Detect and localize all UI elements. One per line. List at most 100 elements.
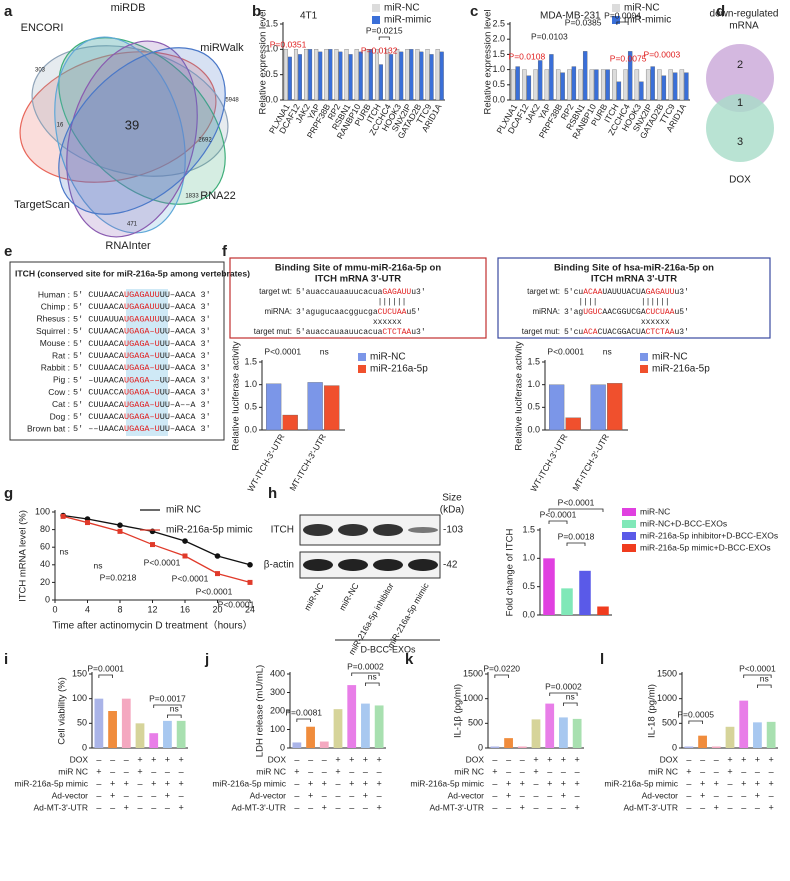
- binding-seq: 5'cuACAAUAUUUACUAGAGAUUu3': [564, 288, 689, 297]
- condition-sign: –: [165, 766, 170, 776]
- condition-sign: +: [151, 754, 156, 764]
- bar: [537, 60, 543, 101]
- binding-seq: xxxxxx: [296, 318, 402, 327]
- venn-set-label: TargetScan: [14, 199, 70, 211]
- condition-sign: –: [151, 802, 156, 812]
- y-tick-label: 2.5: [492, 18, 505, 28]
- annotation: P=0.0017: [149, 693, 186, 703]
- binding-seq: 5'auaccauaauucacuaGAGAUUu3': [296, 288, 426, 297]
- bar: [645, 69, 651, 101]
- condition-sign: +: [110, 778, 115, 788]
- binding-label: miRNA:: [264, 307, 292, 316]
- annotation: P=0.0003: [644, 49, 681, 59]
- bar: [334, 49, 339, 101]
- y-tick-label: 40: [40, 559, 50, 569]
- y-tick-label: 0.5: [265, 69, 278, 79]
- condition-sign: +: [561, 754, 566, 764]
- y-tick-label: 20: [40, 577, 50, 587]
- y-axis-label: Relative luciferase activity: [514, 341, 525, 451]
- condition-sign: +: [363, 790, 368, 800]
- y-tick-label: 1.0: [492, 64, 505, 74]
- binding-label: target wt:: [259, 287, 292, 296]
- binding-seq-part: ACA: [583, 328, 598, 337]
- condition-sign: +: [165, 754, 170, 764]
- y-tick-label: 0.0: [492, 94, 505, 104]
- bar: [293, 49, 298, 101]
- binding-seq-part: u5': [674, 308, 688, 317]
- y-tick-label: 1500: [657, 668, 677, 678]
- binding-seq-part: CUACGGACUA: [598, 328, 646, 337]
- bar: [389, 54, 394, 101]
- condition-label: miR NC: [58, 766, 88, 776]
- bar: [559, 717, 568, 748]
- bracket: [548, 520, 568, 524]
- condition-sign: +: [769, 754, 774, 764]
- sequence-part: 5' CUUAACA: [73, 339, 125, 349]
- annotation: P<0.0001: [172, 573, 209, 583]
- condition-sign: –: [561, 766, 566, 776]
- bar: [306, 726, 315, 748]
- bar: [672, 72, 678, 101]
- condition-sign: +: [520, 802, 525, 812]
- condition-sign: –: [124, 766, 129, 776]
- condition-sign: –: [714, 754, 719, 764]
- y-tick-label: 80: [40, 524, 50, 534]
- marker: [214, 553, 221, 559]
- legend-label: miR-NC: [384, 3, 420, 14]
- binding-seq: |||| ||||||: [564, 298, 670, 307]
- legend-swatch: [622, 532, 636, 540]
- binding-seq-part: 5'cu: [564, 288, 583, 297]
- y-axis-label: ITCH mRNA level (%): [18, 510, 29, 602]
- species: Dog :: [50, 411, 70, 421]
- condition-sign: –: [96, 778, 101, 788]
- condition-sign: +: [322, 802, 327, 812]
- legend-swatch: [372, 4, 380, 12]
- alignment-title: ITCH (conserved site for miR-216a-5p amo…: [15, 268, 250, 278]
- bar: [354, 49, 359, 101]
- bar: [545, 703, 555, 748]
- venn-set-label: RNA22: [200, 190, 235, 202]
- venn-count: 5948: [225, 98, 239, 104]
- bar: [623, 69, 628, 101]
- venn-count: 2: [737, 59, 743, 71]
- y-tick-label: 0.5: [492, 79, 505, 89]
- condition-sign: –: [294, 790, 299, 800]
- bar: [368, 49, 373, 101]
- condition-sign: +: [727, 754, 732, 764]
- condition-sign: –: [700, 802, 705, 812]
- y-tick-label: 0.5: [522, 581, 535, 591]
- legend-label: miR-216a-5p: [652, 364, 710, 375]
- bar: [176, 720, 186, 748]
- bar: [684, 72, 689, 101]
- binding-seq-part: xxxxxx: [296, 318, 402, 327]
- chart-title: 4T1: [300, 11, 318, 22]
- species: Cat :: [52, 399, 70, 409]
- condition-sign: +: [575, 802, 580, 812]
- bar: [283, 49, 288, 101]
- condition-sign: +: [363, 778, 368, 788]
- sequence-part: UU–AACA 3': [160, 339, 211, 349]
- condition-label: DOX: [70, 754, 89, 764]
- annotation: P<0.0001: [264, 346, 301, 356]
- panel-letter: g: [4, 485, 13, 502]
- y-axis-label: Relative expression level: [258, 9, 269, 114]
- annotation: P=0.0108: [509, 51, 546, 61]
- sequence-part: UU–AACA 3': [160, 363, 211, 373]
- bar: [338, 51, 343, 101]
- marker: [150, 542, 155, 548]
- bar: [582, 51, 588, 101]
- condition-sign: +: [179, 754, 184, 764]
- annotation: ns: [760, 673, 769, 683]
- bar: [328, 49, 333, 101]
- bar: [533, 69, 538, 101]
- species: Pig :: [53, 375, 70, 385]
- sequence-part: UGAGAUU: [124, 290, 160, 300]
- condition-sign: +: [492, 766, 497, 776]
- condition-sign: –: [520, 754, 525, 764]
- species: Chimp :: [41, 301, 70, 311]
- condition-sign: +: [322, 778, 327, 788]
- y-tick-label: 1.5: [244, 356, 257, 366]
- binding-seq-part: u3': [674, 288, 688, 297]
- annotation: ns: [566, 691, 575, 701]
- binding-seq-part: GAGAUU: [646, 288, 675, 297]
